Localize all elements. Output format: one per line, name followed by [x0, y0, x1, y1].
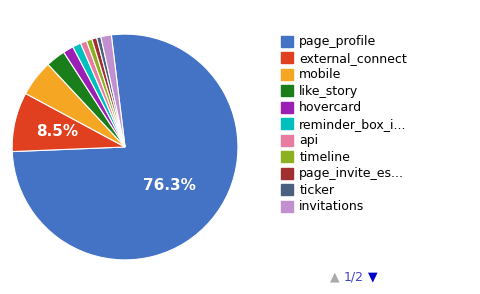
Text: 1/2: 1/2 — [343, 271, 363, 284]
Wedge shape — [81, 41, 125, 147]
Text: ▲: ▲ — [329, 271, 338, 284]
Wedge shape — [92, 38, 125, 147]
Wedge shape — [86, 39, 125, 147]
Wedge shape — [73, 43, 125, 147]
Wedge shape — [101, 35, 125, 147]
Wedge shape — [12, 93, 125, 152]
Wedge shape — [25, 64, 125, 147]
Text: 8.5%: 8.5% — [36, 124, 78, 139]
Wedge shape — [96, 37, 125, 147]
Wedge shape — [48, 52, 125, 147]
Text: 76.3%: 76.3% — [143, 178, 196, 193]
Text: ▼: ▼ — [367, 271, 377, 284]
Legend: page_profile, external_connect, mobile, like_story, hovercard, reminder_box_i...: page_profile, external_connect, mobile, … — [277, 33, 409, 216]
Wedge shape — [63, 47, 125, 147]
Wedge shape — [12, 34, 238, 260]
